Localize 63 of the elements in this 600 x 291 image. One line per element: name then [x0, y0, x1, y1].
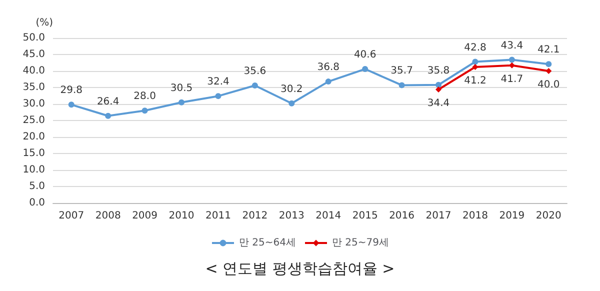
y-tick-label: 15.0 — [22, 148, 45, 159]
y-tick-label: 50.0 — [22, 32, 45, 44]
point — [178, 99, 184, 106]
x-tick-label: 2008 — [95, 210, 121, 222]
point — [546, 68, 552, 74]
x-tick-label: 2011 — [205, 210, 231, 222]
point — [142, 108, 148, 114]
data-label: 26.4 — [96, 96, 120, 108]
data-label: 36.8 — [317, 62, 340, 74]
data-label: 30.5 — [170, 82, 193, 94]
point — [472, 58, 478, 65]
data-label: 28.0 — [134, 91, 156, 102]
y-tick-label: 30.0 — [22, 98, 45, 110]
data-label: 35.7 — [390, 66, 413, 77]
point — [398, 82, 405, 88]
data-label: 40.0 — [538, 80, 560, 90]
point — [436, 86, 442, 92]
x-tick-label: 2020 — [536, 210, 562, 222]
data-label: 42.1 — [538, 44, 560, 56]
point — [546, 61, 552, 68]
point — [252, 82, 258, 89]
data-label: 42.8 — [464, 42, 486, 54]
y-tick-label: 45.0 — [22, 49, 45, 60]
point — [105, 112, 112, 119]
point — [362, 66, 368, 72]
data-label: 40.6 — [354, 50, 376, 61]
data-label: 34.4 — [427, 98, 450, 109]
x-tick-label: 2010 — [168, 210, 194, 222]
y-tick-label: 20.0 — [22, 132, 45, 142]
point — [288, 100, 295, 106]
x-tick-label: 2019 — [499, 210, 525, 222]
data-label: 30.2 — [280, 84, 303, 95]
legend-label: 만 25~79세 — [332, 238, 390, 248]
y-tick-label: 35.0 — [22, 82, 45, 93]
x-tick-label: 2013 — [278, 210, 304, 222]
point — [215, 93, 222, 100]
y-axis-title: (%) — [36, 18, 54, 28]
data-label: 35.8 — [427, 65, 450, 76]
legend-label: 만 25~64세 — [238, 238, 296, 248]
x-tick-label: 2014 — [316, 210, 342, 222]
point — [68, 102, 74, 108]
y-tick-label: 0.0 — [29, 198, 45, 208]
y-tick-label: 10.0 — [22, 164, 45, 176]
data-label: 41.7 — [500, 74, 524, 85]
x-tick-label: 2017 — [426, 210, 452, 222]
point — [436, 82, 442, 88]
text: < 연도별 평생학습참여율 > — [205, 260, 395, 278]
x-tick-label: 2018 — [462, 210, 488, 222]
data-label: 43.4 — [500, 40, 524, 52]
x-tick-label: 2009 — [132, 210, 158, 222]
y-tick-label: 25.0 — [22, 115, 45, 126]
x-tick-label: 2012 — [242, 210, 268, 222]
point — [508, 56, 515, 63]
y-tick-label: 40.0 — [22, 66, 45, 76]
x-tick-label: 2016 — [389, 210, 415, 222]
x-tick-label: 2007 — [58, 210, 84, 222]
point — [325, 78, 332, 85]
data-label: 41.2 — [464, 76, 486, 87]
x-tick-label: 2015 — [352, 210, 378, 222]
data-label: 35.6 — [244, 66, 266, 78]
y-tick-label: 5.0 — [29, 181, 45, 192]
data-label: 32.4 — [207, 76, 230, 88]
data-label: 29.8 — [60, 85, 82, 96]
